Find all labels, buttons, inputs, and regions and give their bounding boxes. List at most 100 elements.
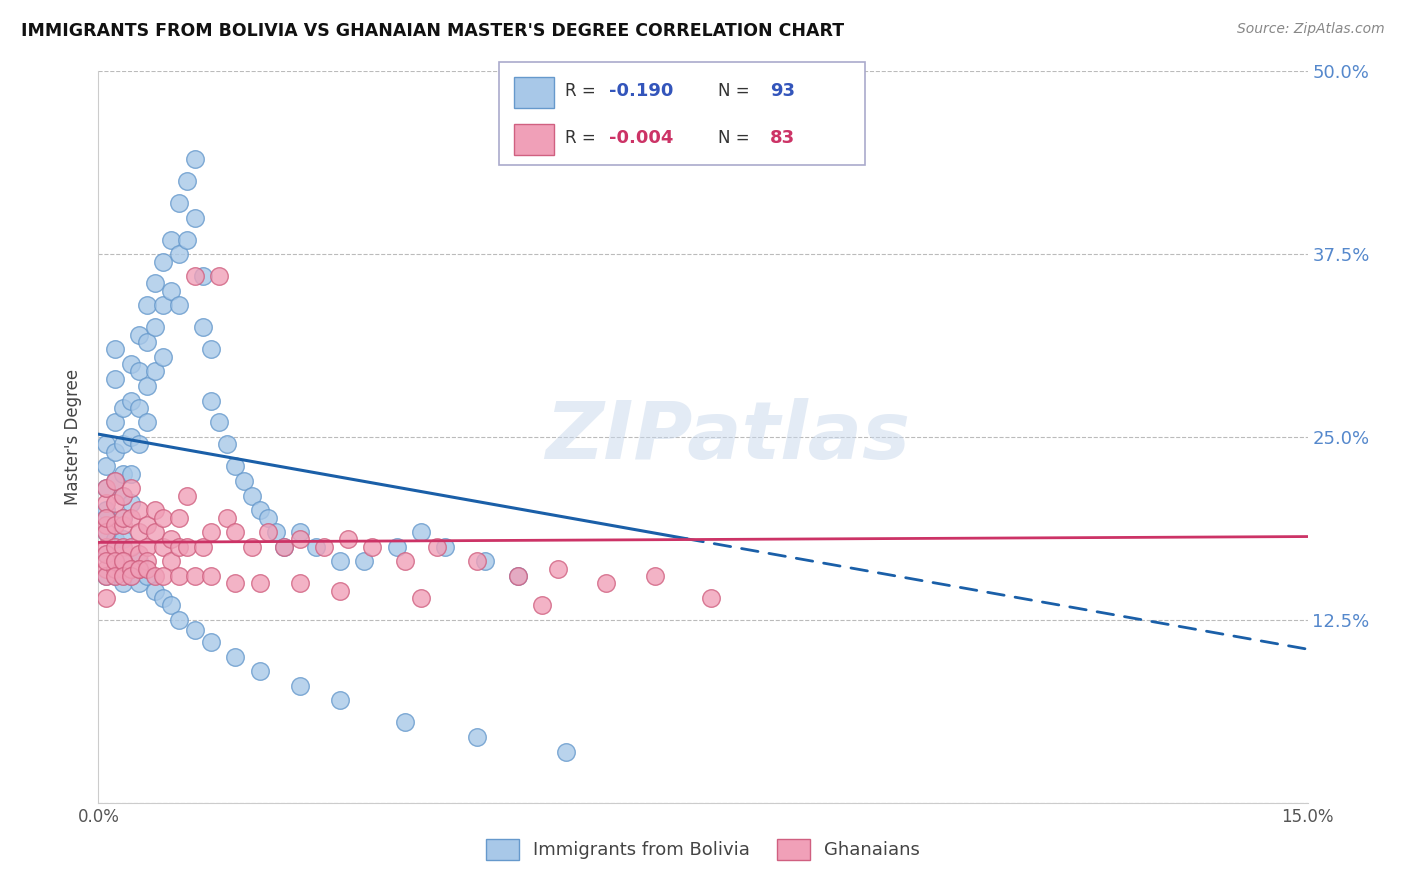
Point	[167, 540, 190, 554]
Point	[595, 576, 617, 591]
Point	[135, 379, 157, 393]
Point	[160, 533, 183, 547]
Point	[96, 517, 118, 532]
Point	[184, 269, 207, 284]
Point	[143, 569, 166, 583]
Point	[120, 510, 142, 524]
Point	[176, 489, 198, 503]
Point	[394, 715, 416, 730]
Point	[409, 591, 432, 605]
Point	[152, 569, 174, 583]
Point	[426, 540, 449, 554]
Point	[120, 540, 142, 554]
Point	[152, 298, 174, 312]
Text: -0.004: -0.004	[609, 129, 673, 147]
Point	[143, 583, 166, 598]
Point	[329, 554, 352, 568]
Point	[160, 233, 183, 247]
Point	[160, 554, 183, 568]
Point	[120, 430, 142, 444]
Point	[314, 540, 336, 554]
Point	[120, 357, 142, 371]
Point	[111, 554, 134, 568]
Point	[96, 554, 118, 568]
Point	[224, 649, 246, 664]
Point	[167, 247, 190, 261]
Point	[128, 364, 150, 378]
Point	[111, 510, 134, 524]
Point	[249, 664, 271, 678]
Bar	[513, 124, 554, 155]
Point	[506, 569, 529, 583]
Point	[305, 540, 328, 554]
Point	[434, 540, 457, 554]
Point	[152, 591, 174, 605]
Point	[96, 547, 118, 561]
Text: ZIPatlas: ZIPatlas	[544, 398, 910, 476]
Point	[193, 540, 215, 554]
Point	[200, 525, 222, 540]
Point	[103, 343, 125, 357]
Point	[143, 320, 166, 334]
Point	[530, 599, 553, 613]
Point	[217, 510, 239, 524]
Point	[385, 540, 408, 554]
Point	[103, 496, 125, 510]
Point	[96, 525, 118, 540]
Point	[152, 510, 174, 524]
Point	[103, 540, 125, 554]
Point	[200, 569, 222, 583]
Point	[120, 481, 142, 495]
Point	[135, 569, 157, 583]
Point	[474, 554, 496, 568]
Point	[256, 510, 278, 524]
Point	[288, 679, 311, 693]
Text: N =: N =	[718, 82, 749, 100]
Point	[193, 269, 215, 284]
Point	[103, 533, 125, 547]
Point	[103, 444, 125, 458]
Point	[103, 569, 125, 583]
Point	[96, 547, 118, 561]
Point	[506, 569, 529, 583]
Point	[111, 576, 134, 591]
Point	[167, 196, 190, 211]
Point	[361, 540, 384, 554]
Point	[200, 393, 222, 408]
Point	[96, 503, 118, 517]
Point	[103, 416, 125, 430]
Point	[96, 437, 118, 451]
Point	[273, 540, 295, 554]
Point	[152, 350, 174, 364]
Point	[135, 416, 157, 430]
Point	[111, 569, 134, 583]
Point	[176, 540, 198, 554]
Point	[217, 437, 239, 451]
Point	[111, 533, 134, 547]
Point	[143, 503, 166, 517]
Point	[96, 496, 118, 510]
Point	[111, 401, 134, 415]
Point	[167, 510, 190, 524]
Point	[329, 583, 352, 598]
Point	[103, 371, 125, 385]
Point	[128, 401, 150, 415]
Point	[167, 569, 190, 583]
Point	[120, 569, 142, 583]
Point	[128, 547, 150, 561]
Point	[160, 284, 183, 298]
Point	[288, 533, 311, 547]
Point	[200, 343, 222, 357]
Point	[128, 554, 150, 568]
Point	[103, 517, 125, 532]
Point	[103, 554, 125, 568]
Point	[103, 562, 125, 576]
Point	[111, 554, 134, 568]
Point	[273, 540, 295, 554]
Point	[700, 591, 723, 605]
Point	[135, 540, 157, 554]
Text: 83: 83	[769, 129, 794, 147]
Point	[184, 152, 207, 166]
Point	[409, 525, 432, 540]
Point	[288, 525, 311, 540]
